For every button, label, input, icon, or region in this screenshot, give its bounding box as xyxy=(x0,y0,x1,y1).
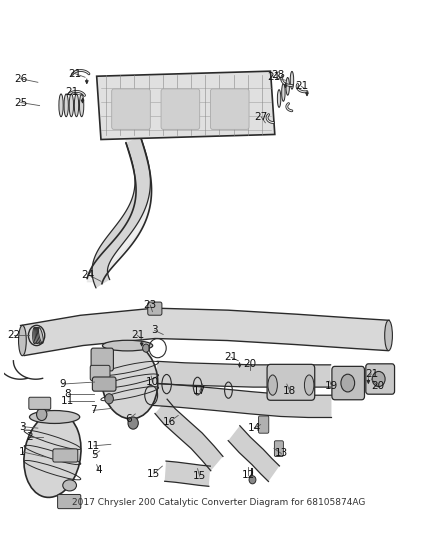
FancyBboxPatch shape xyxy=(91,348,113,371)
Ellipse shape xyxy=(102,343,158,419)
Text: 20: 20 xyxy=(244,359,257,369)
Text: 11: 11 xyxy=(87,441,100,451)
FancyBboxPatch shape xyxy=(258,416,269,433)
Text: 26: 26 xyxy=(14,74,27,84)
Circle shape xyxy=(249,476,256,484)
Ellipse shape xyxy=(282,84,285,101)
Ellipse shape xyxy=(277,90,281,107)
Ellipse shape xyxy=(34,327,38,344)
Polygon shape xyxy=(152,383,332,417)
Text: 16: 16 xyxy=(163,417,176,426)
Text: 25: 25 xyxy=(14,98,27,108)
Text: 5: 5 xyxy=(91,450,98,460)
Text: 9: 9 xyxy=(59,379,66,389)
Text: 18: 18 xyxy=(283,386,297,396)
Text: 22: 22 xyxy=(7,330,21,341)
FancyBboxPatch shape xyxy=(58,495,81,508)
Text: 19: 19 xyxy=(325,381,338,391)
Ellipse shape xyxy=(64,94,68,117)
Ellipse shape xyxy=(268,375,277,395)
Text: 28: 28 xyxy=(272,70,285,80)
Text: 20: 20 xyxy=(371,381,385,391)
Text: 13: 13 xyxy=(275,448,288,458)
Text: 2017 Chrysler 200 Catalytic Converter Diagram for 68105874AG: 2017 Chrysler 200 Catalytic Converter Di… xyxy=(72,498,366,507)
Ellipse shape xyxy=(102,340,153,351)
FancyBboxPatch shape xyxy=(210,89,249,130)
Text: 2: 2 xyxy=(26,432,32,442)
FancyBboxPatch shape xyxy=(161,89,200,130)
Text: 12: 12 xyxy=(242,470,255,480)
Ellipse shape xyxy=(59,94,63,117)
Text: 3: 3 xyxy=(19,422,26,432)
Text: 4: 4 xyxy=(95,465,102,475)
Text: 15: 15 xyxy=(193,471,206,481)
Ellipse shape xyxy=(37,328,42,343)
Ellipse shape xyxy=(69,94,74,117)
Ellipse shape xyxy=(18,325,26,356)
Ellipse shape xyxy=(290,71,294,89)
FancyBboxPatch shape xyxy=(90,365,110,381)
Text: 11: 11 xyxy=(61,397,74,406)
Ellipse shape xyxy=(74,94,79,117)
Ellipse shape xyxy=(29,410,80,423)
Ellipse shape xyxy=(24,413,81,497)
Text: 21: 21 xyxy=(365,369,378,379)
Text: 15: 15 xyxy=(147,469,160,479)
Ellipse shape xyxy=(372,372,385,386)
Polygon shape xyxy=(228,426,279,481)
Polygon shape xyxy=(92,136,150,288)
Circle shape xyxy=(128,417,138,429)
Polygon shape xyxy=(155,399,223,471)
FancyArrowPatch shape xyxy=(64,495,71,499)
FancyBboxPatch shape xyxy=(274,441,283,456)
Text: 21: 21 xyxy=(295,82,308,91)
Text: 21: 21 xyxy=(224,352,238,362)
Ellipse shape xyxy=(36,327,40,343)
Polygon shape xyxy=(21,308,389,356)
Ellipse shape xyxy=(63,480,77,491)
FancyBboxPatch shape xyxy=(332,366,364,400)
Polygon shape xyxy=(165,461,210,486)
Ellipse shape xyxy=(80,94,84,117)
Polygon shape xyxy=(156,361,331,387)
Ellipse shape xyxy=(33,327,36,344)
Text: 23: 23 xyxy=(144,300,157,310)
Circle shape xyxy=(36,408,47,421)
FancyBboxPatch shape xyxy=(112,89,150,130)
Text: 21: 21 xyxy=(267,72,281,82)
Text: 7: 7 xyxy=(90,406,96,415)
Ellipse shape xyxy=(39,328,43,343)
Circle shape xyxy=(105,394,113,404)
Text: 1: 1 xyxy=(19,447,26,457)
Text: 10: 10 xyxy=(146,377,159,387)
Ellipse shape xyxy=(304,375,314,395)
FancyBboxPatch shape xyxy=(29,397,51,409)
Ellipse shape xyxy=(341,374,355,392)
Text: 21: 21 xyxy=(131,330,144,341)
Circle shape xyxy=(143,344,149,352)
Text: 21: 21 xyxy=(66,87,79,98)
Text: 27: 27 xyxy=(254,112,268,122)
Text: 24: 24 xyxy=(81,270,95,280)
Ellipse shape xyxy=(385,320,392,351)
FancyBboxPatch shape xyxy=(92,377,116,391)
Text: 14: 14 xyxy=(247,423,261,433)
FancyBboxPatch shape xyxy=(148,302,162,315)
Text: 17: 17 xyxy=(193,386,206,396)
FancyBboxPatch shape xyxy=(366,364,395,394)
Ellipse shape xyxy=(35,327,39,344)
Text: 8: 8 xyxy=(64,389,71,399)
Text: 6: 6 xyxy=(126,414,132,424)
FancyBboxPatch shape xyxy=(267,365,315,400)
Text: 21: 21 xyxy=(69,69,82,79)
Polygon shape xyxy=(97,71,275,140)
Text: 3: 3 xyxy=(151,326,158,335)
FancyBboxPatch shape xyxy=(53,449,78,462)
Ellipse shape xyxy=(286,77,290,95)
